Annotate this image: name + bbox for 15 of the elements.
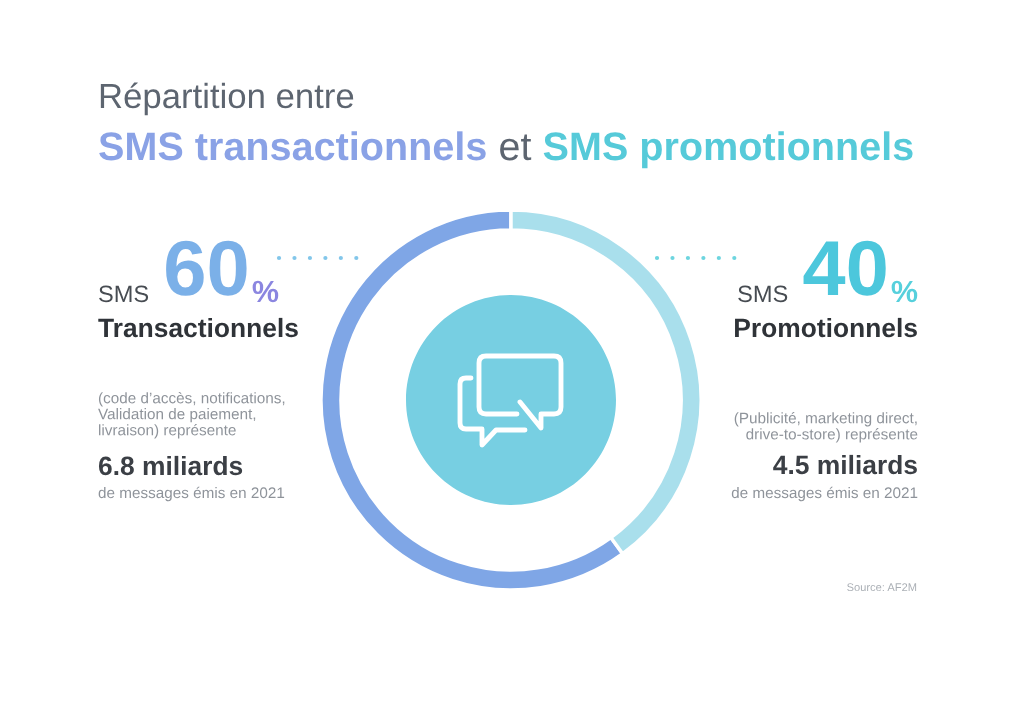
text: (Publicité, marketing direct, drive-to-store) représente <box>734 412 918 443</box>
text: SMS <box>738 285 788 303</box>
text: 4.5 miliards <box>773 454 917 475</box>
slice-label: Promotionnels <box>735 317 917 338</box>
text: (code d’accès, notifications, Validation de paiement, livraison) représente <box>98 391 285 439</box>
text: de messages émis en 2021 <box>731 486 918 502</box>
slice-label: Transactionnels <box>98 317 298 338</box>
text: de messages émis en 2021 <box>98 486 285 502</box>
data-label: 40% <box>803 240 918 303</box>
data-label: 60% <box>166 240 279 303</box>
text: 6.8 miliards <box>98 455 243 476</box>
chart-title: Répartition entre <box>100 82 354 116</box>
text: SMS <box>99 285 149 303</box>
source-note: Source: AF2M <box>847 583 917 592</box>
chart-subtitle: SMS transactionnels et SMS promotionnels <box>99 131 913 169</box>
